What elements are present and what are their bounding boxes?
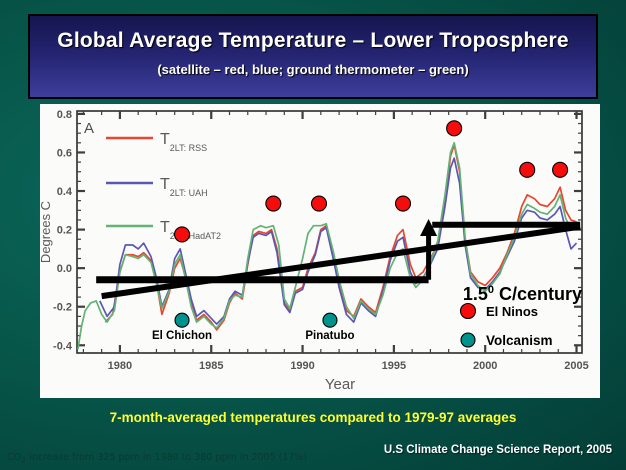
svg-text:1985: 1985 <box>199 360 223 372</box>
axis: 1980 1985 1990 1995 2000 2005 -0.4 -0.2 0.0 0.2 0.… <box>38 109 589 393</box>
svg-text:0.2: 0.2 <box>57 225 72 237</box>
trend-annotations: 1.50 C/century <box>96 218 582 304</box>
series-legend: T2LT: RSS T2LT: UAH T2LT: HadAT2 <box>106 131 221 241</box>
svg-text:1995: 1995 <box>382 360 406 372</box>
svg-text:-0.4: -0.4 <box>53 340 73 352</box>
svg-text:0.4: 0.4 <box>57 186 73 198</box>
marker-key: El Ninos Volcanism <box>459 302 553 348</box>
volcano-dot <box>174 312 190 328</box>
series-2lt-uah <box>99 157 578 325</box>
svg-text:-0.2: -0.2 <box>53 302 72 314</box>
caption-text: 7-month-averaged temperatures compared t… <box>109 410 517 425</box>
svg-text:T2LT: RSS: T2LT: RSS <box>160 131 207 153</box>
co2-footnote-rest: increase from 325 ppm in 1980 to 380 ppm… <box>26 452 308 463</box>
temperature-chart: 1980 1985 1990 1995 2000 2005 -0.4 -0.2 0.0 0.2 0.… <box>38 104 600 398</box>
volcanism-key-label: Volcanism <box>486 333 553 348</box>
volcano-label: Pinatubo <box>305 330 354 342</box>
series-lines <box>77 141 578 350</box>
svg-text:2005: 2005 <box>564 360 588 372</box>
title-banner: Global Average Temperature – Lower Tropo… <box>28 14 598 99</box>
slide-subtitle: (satellite – red, blue; ground thermomet… <box>157 62 469 77</box>
svg-text:2000: 2000 <box>473 360 497 372</box>
co2-footnote: CO2 increase from 325 ppm in 1980 to 380… <box>7 452 307 465</box>
trend-rate-label: 1.50 C/century <box>463 284 582 304</box>
el-nino-dot <box>519 161 536 178</box>
slide-title: Global Average Temperature – Lower Tropo… <box>57 29 569 52</box>
svg-text:0.6: 0.6 <box>57 147 72 159</box>
el-nino-dot <box>310 195 328 212</box>
svg-text:T2LT: HadAT2: T2LT: HadAT2 <box>160 219 221 241</box>
el-nino-dot <box>265 195 282 212</box>
el-nino-dot <box>552 161 569 178</box>
co2-footnote-prefix: CO <box>7 452 22 463</box>
svg-text:Year: Year <box>325 376 355 393</box>
svg-text:1980: 1980 <box>108 360 132 372</box>
svg-text:Degrees C: Degrees C <box>40 201 53 263</box>
svg-text:T2LT: UAH: T2LT: UAH <box>160 176 208 198</box>
volcano-label: El Chichon <box>152 330 212 342</box>
el-nino-dot <box>446 120 463 137</box>
el-ninos-key-label: El Ninos <box>486 304 538 319</box>
svg-text:1990: 1990 <box>290 360 314 372</box>
el-nino-dot <box>394 195 412 212</box>
svg-text:A: A <box>84 120 94 137</box>
el-nino-dot <box>173 226 191 243</box>
co2-footnote-sub: 2 <box>21 455 27 465</box>
svg-text:0.8: 0.8 <box>57 109 72 121</box>
svg-text:0.0: 0.0 <box>57 263 72 275</box>
source-citation: U.S Climate Change Science Report, 2005 <box>383 444 612 456</box>
event-markers: El Chichon Pinatubo <box>152 120 569 342</box>
temperature-chart-svg: 1980 1985 1990 1995 2000 2005 -0.4 -0.2 0.0 0.2 0.… <box>38 109 589 393</box>
volcano-dot <box>322 312 338 328</box>
series-2lt-hadat2 <box>77 141 577 350</box>
